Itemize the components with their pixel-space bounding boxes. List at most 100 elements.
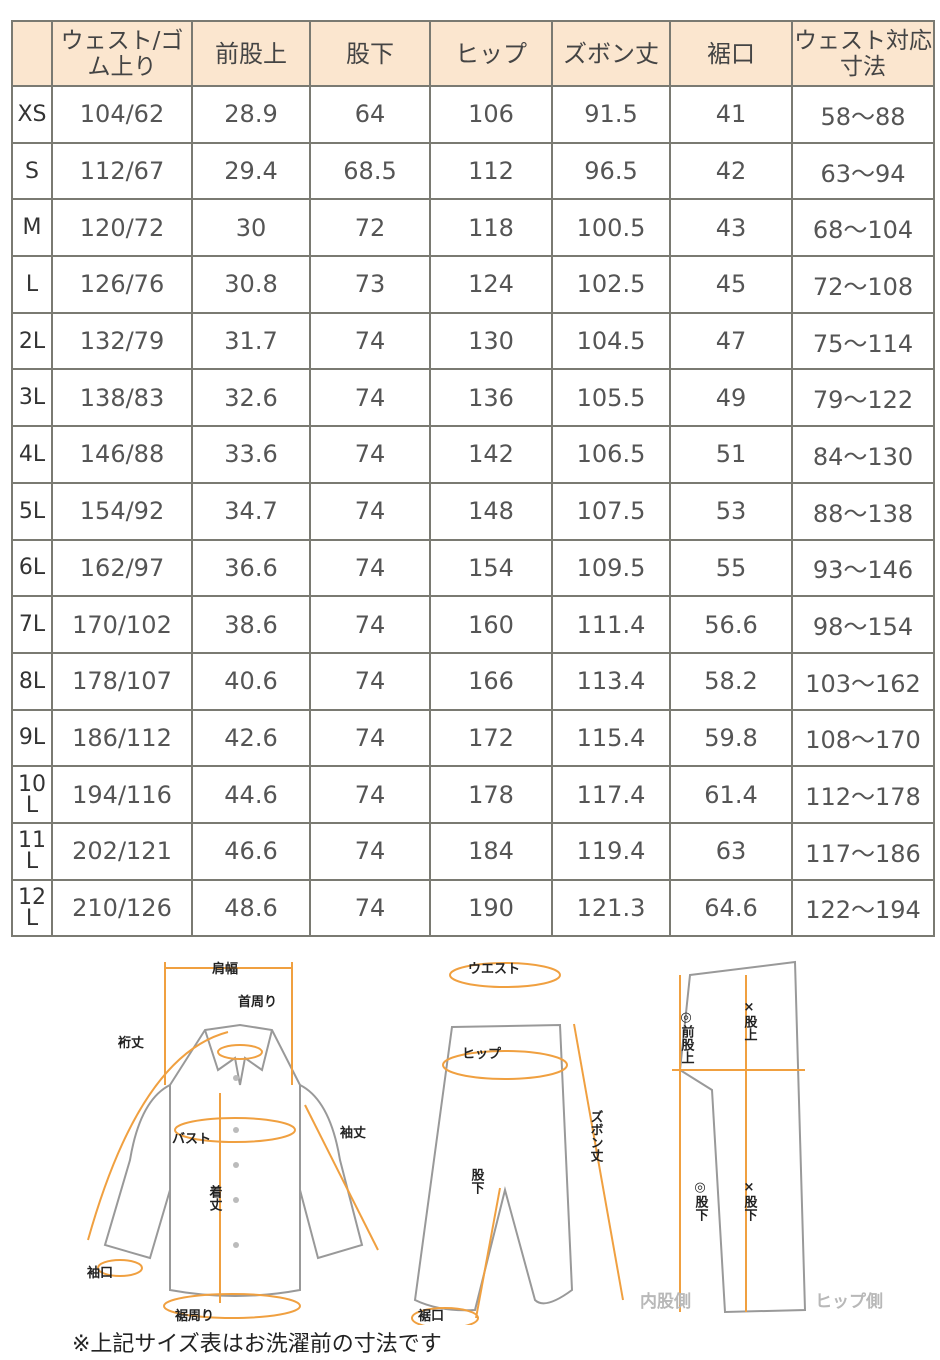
- table-cell: 44.6: [191, 765, 311, 824]
- column-header: ウェスト/ゴム上り: [51, 20, 193, 87]
- label-sleeve: 袖丈: [340, 1125, 366, 1141]
- size-label: S: [11, 141, 53, 201]
- table-cell: 53: [669, 481, 793, 541]
- label-pants-length: ズボン丈: [588, 1109, 604, 1163]
- table-cell: 51: [669, 425, 793, 484]
- wash-note: ※上記サイズ表はお洗濯前の寸法です: [72, 1332, 442, 1357]
- label-hip-side: ヒップ側: [815, 1291, 883, 1312]
- table-cell: 202/121: [51, 821, 193, 881]
- table-row: 10L 194/116 44.6 74 178 117.4 61.4 112～178: [11, 765, 935, 824]
- table-cell: 72～108: [791, 255, 935, 314]
- table-row: L 126/76 30.8 73 124 102.5 45 72～108: [11, 255, 935, 314]
- table-cell: 138/83: [51, 368, 193, 428]
- column-header: 前股上: [191, 20, 311, 87]
- table-cell: 117～186: [791, 821, 935, 881]
- size-label: 2L: [11, 311, 53, 371]
- label-inseam-inner: ◎股下: [693, 1180, 709, 1222]
- column-header: [11, 20, 53, 87]
- size-label: 10L: [11, 765, 53, 824]
- column-header: ヒップ: [429, 20, 553, 87]
- table-cell: 43: [669, 198, 793, 258]
- table-cell: 33.6: [191, 425, 311, 484]
- table-cell: 31.7: [191, 311, 311, 371]
- table-cell: 146/88: [51, 425, 193, 484]
- table-cell: 172: [429, 708, 553, 768]
- column-header: 裾口: [669, 20, 793, 87]
- table-cell: 119.4: [551, 821, 671, 881]
- column-header: ウェスト対応寸法: [791, 20, 935, 87]
- table-row: S 112/67 29.4 68.5 112 96.5 42 63～94: [11, 141, 935, 201]
- table-cell: 74: [309, 765, 431, 824]
- table-row: 7L 170/102 38.6 74 160 111.4 56.6 98～154: [11, 595, 935, 654]
- table-cell: 64.6: [669, 878, 793, 938]
- label-pants-hem: 裾口: [418, 1308, 444, 1324]
- table-cell: 184: [429, 821, 553, 881]
- label-inseam-side: ×股下: [742, 1180, 758, 1222]
- table-cell: 64: [309, 85, 431, 144]
- table-cell: 190: [429, 878, 553, 938]
- size-table: ウェスト/ゴム上り 前股上 股下 ヒップ ズボン丈 裾口 ウェスト対応寸法 XS 104/62…: [11, 20, 935, 938]
- table-cell: 59.8: [669, 708, 793, 768]
- label-inseam: 股下: [469, 1168, 485, 1195]
- table-cell: 210/126: [51, 878, 193, 938]
- label-waist: ウエスト: [468, 962, 520, 977]
- table-cell: 40.6: [191, 651, 311, 711]
- table-cell: 55: [669, 538, 793, 598]
- table-cell: 104/62: [51, 85, 193, 144]
- column-header: ズボン丈: [551, 20, 671, 87]
- table-cell: 84～130: [791, 425, 935, 484]
- table-cell: 100.5: [551, 198, 671, 258]
- table-cell: 103～162: [791, 651, 935, 711]
- table-row: 3L 138/83 32.6 74 136 105.5 49 79～122: [11, 368, 935, 428]
- shirt-buttons: [233, 1075, 239, 1248]
- table-cell: 194/116: [51, 765, 193, 824]
- table-cell: 109.5: [551, 538, 671, 598]
- table-cell: 112: [429, 141, 553, 201]
- table-cell: 38.6: [191, 595, 311, 654]
- label-length: 着丈: [207, 1184, 224, 1212]
- table-cell: 74: [309, 878, 431, 938]
- table-cell: 154: [429, 538, 553, 598]
- table-cell: 98～154: [791, 595, 935, 654]
- table-cell: 74: [309, 311, 431, 371]
- table-cell: 36.6: [191, 538, 311, 598]
- table-cell: 122～194: [791, 878, 935, 938]
- table-cell: 63～94: [791, 141, 935, 201]
- table-cell: 34.7: [191, 481, 311, 541]
- label-yuki: 裄丈: [117, 1035, 144, 1051]
- table-cell: 79～122: [791, 368, 935, 428]
- table-cell: 117.4: [551, 765, 671, 824]
- table-cell: 120/72: [51, 198, 193, 258]
- table-cell: 47: [669, 311, 793, 371]
- table-cell: 48.6: [191, 878, 311, 938]
- size-label: 3L: [11, 368, 53, 428]
- table-cell: 93～146: [791, 538, 935, 598]
- size-label: XS: [11, 85, 53, 144]
- table-cell: 178: [429, 765, 553, 824]
- table-cell: 91.5: [551, 85, 671, 144]
- table-cell: 42: [669, 141, 793, 201]
- table-row: M 120/72 30 72 118 100.5 43 68～104: [11, 198, 935, 258]
- size-label: 6L: [11, 538, 53, 598]
- table-cell: 154/92: [51, 481, 193, 541]
- table-row: 2L 132/79 31.7 74 130 104.5 47 75～114: [11, 311, 935, 371]
- table-cell: 186/112: [51, 708, 193, 768]
- table-cell: 105.5: [551, 368, 671, 428]
- label-rise: ×股上: [742, 1000, 758, 1041]
- table-cell: 74: [309, 425, 431, 484]
- table-cell: 162/97: [51, 538, 193, 598]
- label-hem: 裾周り: [175, 1308, 214, 1324]
- column-header: 股下: [309, 20, 431, 87]
- table-cell: 111.4: [551, 595, 671, 654]
- table-cell: 96.5: [551, 141, 671, 201]
- label-neck: 首周り: [238, 994, 277, 1010]
- table-cell: 132/79: [51, 311, 193, 371]
- table-cell: 107.5: [551, 481, 671, 541]
- table-cell: 104.5: [551, 311, 671, 371]
- table-cell: 32.6: [191, 368, 311, 428]
- table-cell: 58～88: [791, 85, 935, 144]
- table-cell: 73: [309, 255, 431, 314]
- table-cell: 58.2: [669, 651, 793, 711]
- table-cell: 74: [309, 368, 431, 428]
- table-cell: 74: [309, 708, 431, 768]
